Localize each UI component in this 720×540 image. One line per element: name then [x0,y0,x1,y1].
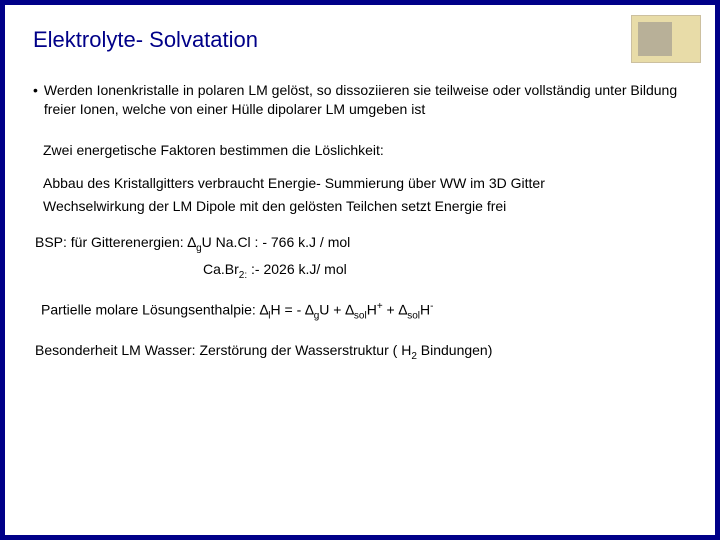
corner-thumbnail-inner [638,22,672,56]
bsp-prefix: BSP: für Gitterenergien: ∆ [35,234,196,250]
enthalpie-line: Partielle molare Lösungsenthalpie: ∆lH =… [41,300,687,323]
besonderheit-line: Besonderheit LM Wasser: Zerstörung der W… [35,341,687,363]
enth-mid2: U + ∆ [319,302,354,318]
enth-prefix: Partielle molare Lösungsenthalpie: ∆ [41,302,268,318]
bsp2-prefix: Ca.Br [203,261,239,277]
bullet-item-1: • Werden Ionenkristalle in polaren LM ge… [33,81,687,119]
factors-intro: Zwei energetische Faktoren bestimmen die… [43,141,687,160]
enth-mid1: H = - ∆ [271,302,314,318]
factor-line-1: Abbau des Kristallgitters verbraucht Ene… [43,174,687,193]
enth-mid3: H [367,302,377,318]
factors-block: Zwei energetische Faktoren bestimmen die… [43,141,687,216]
enth-sub-sol2: sol [407,311,420,322]
slide-frame: Elektrolyte- Solvatation • Werden Ionenk… [0,0,720,540]
bullet-text-1: Werden Ionenkristalle in polaren LM gelö… [44,81,687,119]
slide-title: Elektrolyte- Solvatation [33,27,687,53]
enth-sub-sol1: sol [354,311,367,322]
besonderheit-block: Besonderheit LM Wasser: Zerstörung der W… [35,341,687,363]
enth-mid4: + ∆ [383,302,408,318]
bes-suffix: Bindungen) [417,342,493,358]
corner-thumbnail [631,15,701,63]
bsp2-sub: 2: [239,270,247,281]
bullet-marker: • [33,82,38,98]
bsp-line-2: Ca.Br2: :- 2026 k.J/ mol [203,260,687,282]
bsp-line-1: BSP: für Gitterenergien: ∆gU Na.Cl : - 7… [35,233,687,255]
bsp-mid1: U Na.Cl : - 766 k.J / mol [202,234,351,250]
bes-prefix: Besonderheit LM Wasser: Zerstörung der W… [35,342,411,358]
bsp2-suffix: :- 2026 k.J/ mol [247,261,347,277]
enth-sup-minus: - [430,301,433,312]
enth-mid5: H [420,302,430,318]
bsp-block: BSP: für Gitterenergien: ∆gU Na.Cl : - 7… [35,233,687,282]
factor-line-2: Wechselwirkung der LM Dipole mit den gel… [43,197,687,216]
enthalpie-block: Partielle molare Lösungsenthalpie: ∆lH =… [41,300,687,323]
